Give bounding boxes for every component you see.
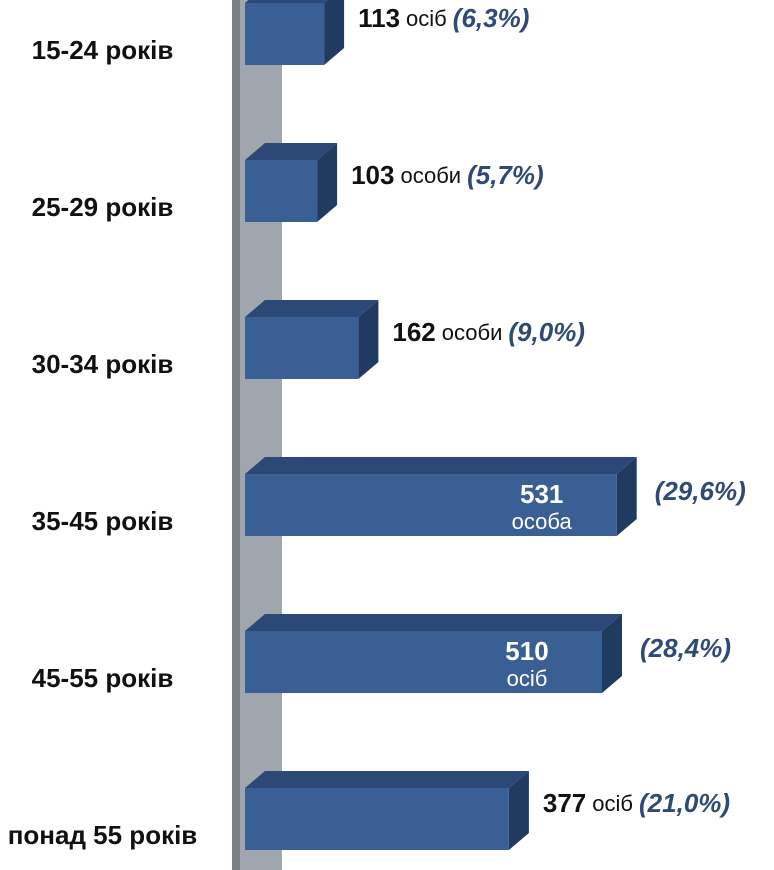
bar	[245, 631, 602, 693]
bar-side	[508, 771, 529, 850]
data-label: 103 особи (5,7%)	[351, 160, 544, 190]
unit-label: особа	[512, 509, 573, 534]
category-label: 45-55 років	[31, 663, 174, 693]
category-label: 15-24 років	[31, 35, 174, 65]
bar-top	[245, 771, 529, 788]
percent-label: (21,0%)	[639, 788, 730, 818]
value-label: 510	[505, 636, 548, 666]
bar-top	[245, 300, 379, 317]
percent-label: (5,7%)	[467, 160, 544, 190]
percent-label: (28,4%)	[640, 633, 731, 663]
bar	[245, 788, 509, 850]
value-label: 377	[543, 788, 586, 818]
data-label: 377 осіб (21,0%)	[543, 788, 730, 818]
data-label: 162 особи (9,0%)	[392, 317, 585, 347]
bar-side	[616, 457, 637, 536]
category-label: 25-29 років	[31, 192, 174, 222]
bar-side	[602, 614, 622, 693]
percent-label: (6,3%)	[453, 3, 530, 33]
value-label: 162	[392, 317, 435, 347]
unit-label: осіб	[592, 791, 633, 816]
value-label: 531	[520, 479, 563, 509]
bar-top	[245, 614, 622, 631]
value-label: 103	[351, 160, 394, 190]
category-label: 30-34 років	[31, 349, 174, 379]
bar-side	[317, 143, 338, 222]
bar	[245, 160, 318, 222]
bar-top	[245, 143, 338, 160]
bar	[245, 317, 359, 379]
bar-top	[245, 0, 328, 3]
unit-label: осіб	[507, 666, 548, 691]
data-label: 113 осіб (6,3%)	[358, 3, 529, 33]
unit-label: осіб	[406, 6, 447, 31]
wall-edge	[232, 0, 240, 870]
bar-side	[358, 300, 379, 379]
bar-top	[245, 457, 637, 474]
percent-label: (29,6%)	[655, 476, 746, 506]
percent-label: (9,0%)	[508, 317, 585, 347]
bar	[245, 3, 325, 65]
category-label: 35-45 років	[31, 506, 174, 536]
category-label: понад 55 років	[7, 820, 198, 850]
unit-label: особи	[400, 163, 461, 188]
bar-side	[324, 0, 345, 65]
unit-label: особи	[442, 320, 503, 345]
value-label: 113	[358, 3, 400, 33]
bar	[245, 474, 617, 536]
